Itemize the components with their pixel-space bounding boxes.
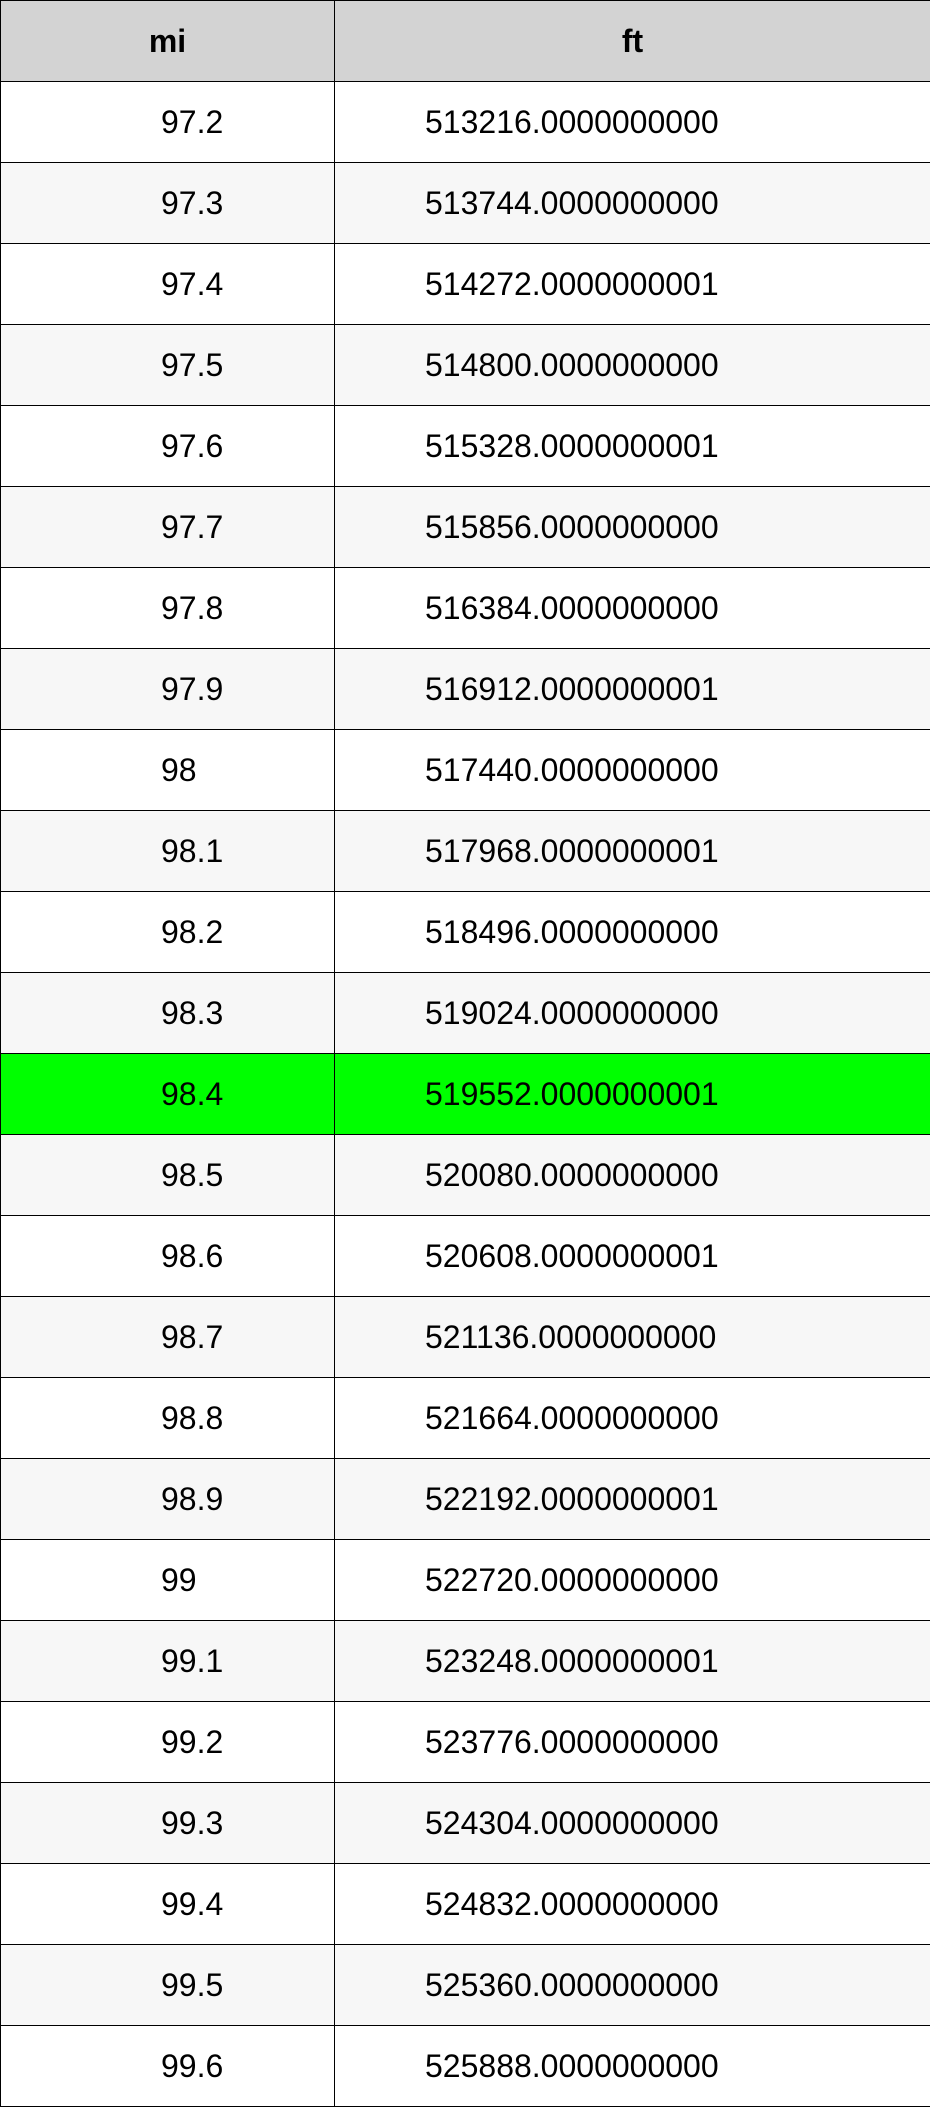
cell-mi: 98.3 (1, 973, 335, 1054)
table-row: 98.9522192.0000000001 (1, 1459, 930, 1540)
table-row: 99522720.0000000000 (1, 1540, 930, 1621)
cell-mi: 99 (1, 1540, 335, 1621)
table-row: 99.5525360.0000000000 (1, 1945, 930, 2026)
cell-ft: 523776.0000000000 (335, 1702, 930, 1783)
table-row: 97.2513216.0000000000 (1, 82, 930, 163)
table-row: 98.3519024.0000000000 (1, 973, 930, 1054)
cell-mi: 97.4 (1, 244, 335, 325)
cell-ft: 521136.0000000000 (335, 1297, 930, 1378)
cell-mi: 98.1 (1, 811, 335, 892)
table-row: 99.4524832.0000000000 (1, 1864, 930, 1945)
cell-ft: 525360.0000000000 (335, 1945, 930, 2026)
table-row: 97.4514272.0000000001 (1, 244, 930, 325)
cell-mi: 98.5 (1, 1135, 335, 1216)
cell-ft: 514272.0000000001 (335, 244, 930, 325)
table-row: 98.1517968.0000000001 (1, 811, 930, 892)
cell-mi: 99.6 (1, 2026, 335, 2107)
header-mi: mi (1, 1, 335, 82)
cell-ft: 516384.0000000000 (335, 568, 930, 649)
table-header-row: mi ft (1, 1, 930, 82)
table-row: 97.8516384.0000000000 (1, 568, 930, 649)
table-row: 97.3513744.0000000000 (1, 163, 930, 244)
cell-ft: 520608.0000000001 (335, 1216, 930, 1297)
table-row: 97.5514800.0000000000 (1, 325, 930, 406)
cell-mi: 99.5 (1, 1945, 335, 2026)
cell-mi: 97.5 (1, 325, 335, 406)
cell-mi: 99.2 (1, 1702, 335, 1783)
cell-mi: 97.8 (1, 568, 335, 649)
cell-ft: 521664.0000000000 (335, 1378, 930, 1459)
table-row: 98.2518496.0000000000 (1, 892, 930, 973)
cell-mi: 98.7 (1, 1297, 335, 1378)
cell-mi: 99.1 (1, 1621, 335, 1702)
cell-ft: 520080.0000000000 (335, 1135, 930, 1216)
cell-mi: 99.3 (1, 1783, 335, 1864)
cell-ft: 515328.0000000001 (335, 406, 930, 487)
cell-mi: 97.3 (1, 163, 335, 244)
table-row: 98.8521664.0000000000 (1, 1378, 930, 1459)
table-row: 99.6525888.0000000000 (1, 2026, 930, 2107)
table-row: 98.4519552.0000000001 (1, 1054, 930, 1135)
cell-mi: 98.2 (1, 892, 335, 973)
table-row: 99.3524304.0000000000 (1, 1783, 930, 1864)
table-row: 98517440.0000000000 (1, 730, 930, 811)
cell-ft: 513744.0000000000 (335, 163, 930, 244)
table-row: 99.2523776.0000000000 (1, 1702, 930, 1783)
table-row: 97.7515856.0000000000 (1, 487, 930, 568)
cell-ft: 525888.0000000000 (335, 2026, 930, 2107)
cell-ft: 522720.0000000000 (335, 1540, 930, 1621)
cell-ft: 519552.0000000001 (335, 1054, 930, 1135)
cell-ft: 524304.0000000000 (335, 1783, 930, 1864)
cell-ft: 518496.0000000000 (335, 892, 930, 973)
cell-mi: 97.6 (1, 406, 335, 487)
cell-mi: 99.4 (1, 1864, 335, 1945)
cell-ft: 523248.0000000001 (335, 1621, 930, 1702)
cell-mi: 98 (1, 730, 335, 811)
cell-ft: 524832.0000000000 (335, 1864, 930, 1945)
cell-mi: 97.7 (1, 487, 335, 568)
cell-ft: 516912.0000000001 (335, 649, 930, 730)
header-ft: ft (335, 1, 930, 82)
cell-mi: 98.6 (1, 1216, 335, 1297)
conversion-table: mi ft 97.2513216.000000000097.3513744.00… (0, 0, 930, 2107)
cell-mi: 98.8 (1, 1378, 335, 1459)
table-row: 98.7521136.0000000000 (1, 1297, 930, 1378)
cell-mi: 98.9 (1, 1459, 335, 1540)
table-row: 97.9516912.0000000001 (1, 649, 930, 730)
table-row: 97.6515328.0000000001 (1, 406, 930, 487)
cell-ft: 522192.0000000001 (335, 1459, 930, 1540)
cell-mi: 98.4 (1, 1054, 335, 1135)
table-row: 98.5520080.0000000000 (1, 1135, 930, 1216)
cell-ft: 517440.0000000000 (335, 730, 930, 811)
cell-ft: 519024.0000000000 (335, 973, 930, 1054)
table-body: 97.2513216.000000000097.3513744.00000000… (1, 82, 930, 2107)
table-row: 98.6520608.0000000001 (1, 1216, 930, 1297)
cell-mi: 97.2 (1, 82, 335, 163)
cell-ft: 517968.0000000001 (335, 811, 930, 892)
cell-ft: 513216.0000000000 (335, 82, 930, 163)
cell-ft: 514800.0000000000 (335, 325, 930, 406)
cell-ft: 515856.0000000000 (335, 487, 930, 568)
table-row: 99.1523248.0000000001 (1, 1621, 930, 1702)
cell-mi: 97.9 (1, 649, 335, 730)
